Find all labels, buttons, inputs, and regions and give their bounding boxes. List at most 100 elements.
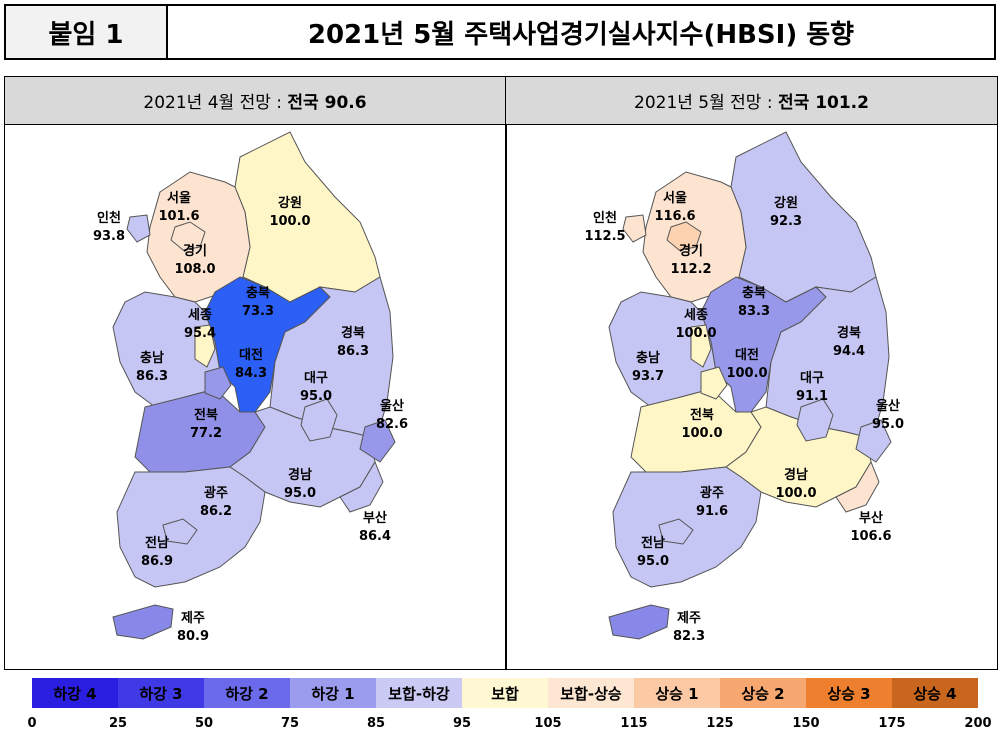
legend-tick: 75 — [280, 716, 300, 731]
region-name-gyeonggi: 경기 — [679, 243, 703, 259]
region-value-daegu: 91.1 — [796, 389, 828, 404]
legend-item: 보합 — [462, 678, 548, 708]
region-name-chungbuk: 충북 — [742, 285, 766, 301]
region-value-gyeongnam: 100.0 — [775, 486, 816, 501]
region-value-gangwon: 100.0 — [269, 214, 310, 229]
region-name-gyeongbuk: 경북 — [341, 325, 365, 341]
region-value-ulsan: 95.0 — [872, 417, 904, 432]
region-seoul — [170, 221, 206, 251]
region-name-incheon: 인천 — [97, 210, 121, 226]
region-value-chungnam: 86.3 — [136, 369, 168, 384]
region-value-jeonbuk: 77.2 — [190, 426, 222, 441]
legend-tick: 25 — [108, 716, 128, 731]
region-name-sejong: 세종 — [188, 308, 212, 323]
legend-tick: 125 — [706, 716, 734, 731]
region-name-gyeongbuk: 경북 — [837, 325, 861, 341]
region-name-busan: 부산 — [859, 510, 883, 526]
legend-tick: 175 — [878, 716, 906, 731]
region-value-gangwon: 92.3 — [770, 214, 802, 229]
legend-item: 상승 3 — [806, 678, 892, 708]
region-value-chungbuk: 83.3 — [738, 304, 770, 319]
region-name-chungnam: 충남 — [636, 350, 660, 366]
legend-tick: 150 — [792, 716, 820, 731]
region-name-sejong: 세종 — [684, 308, 708, 323]
may-prefix: 2021년 5월 전망 : — [634, 93, 773, 113]
title-bar: 붙임 1 2021년 5월 주택사업경기실사지수(HBSI) 동향 — [4, 4, 996, 60]
legend-tick: 105 — [534, 716, 562, 731]
region-busan — [835, 460, 880, 513]
maps-panel: 2021년 4월 전망 : 전국 90.6 2021년 5월 전망 : 전국 1… — [4, 76, 998, 670]
region-name-daejeon: 대전 — [735, 347, 759, 363]
region-value-jeonnam: 86.9 — [141, 554, 173, 569]
region-jeju — [608, 604, 670, 640]
region-name-daejeon: 대전 — [239, 347, 263, 363]
region-value-sejong: 95.4 — [184, 326, 216, 341]
april-national: 전국 90.6 — [287, 93, 367, 113]
region-value-incheon: 112.5 — [584, 229, 625, 244]
legend-item: 보합-상승 — [548, 678, 634, 708]
region-name-daegu: 대구 — [304, 371, 328, 386]
region-jeju — [112, 604, 174, 640]
region-gwangju — [658, 518, 694, 545]
region-value-ulsan: 82.6 — [376, 417, 408, 432]
map-april: 서울 101.6 인천 93.8 경기 108.0 강원 100.0 충북 73.3 세종 95.4 충… — [93, 131, 408, 644]
region-name-chungbuk: 충북 — [246, 285, 270, 301]
legend-tick: 50 — [194, 716, 214, 731]
legend-item: 하강 1 — [290, 678, 376, 708]
legend-ticks: 0 25 50 75 85 95 105 115 125 150 175 200 — [0, 716, 1002, 736]
legend-item: 보합-하강 — [376, 678, 462, 708]
region-value-jeju: 82.3 — [673, 629, 705, 644]
may-national: 전국 101.2 — [778, 93, 869, 113]
region-ulsan — [359, 419, 396, 463]
region-value-daejeon: 84.3 — [235, 366, 267, 381]
region-value-jeju: 80.9 — [177, 629, 209, 644]
region-daejeon — [204, 366, 232, 400]
region-value-daejeon: 100.0 — [726, 366, 767, 381]
panel-header-april: 2021년 4월 전망 : 전국 90.6 — [5, 77, 505, 125]
region-daejeon — [700, 366, 728, 400]
legend-tick: 95 — [452, 716, 472, 731]
region-value-jeonnam: 95.0 — [637, 554, 669, 569]
region-value-sejong: 100.0 — [675, 326, 716, 341]
region-daegu — [796, 398, 834, 442]
legend-tick: 200 — [964, 716, 992, 731]
region-value-gyeonggi: 108.0 — [174, 262, 215, 277]
region-name-gyeongnam: 경남 — [288, 467, 312, 483]
region-value-gwangju: 91.6 — [696, 504, 728, 519]
region-value-gwangju: 86.2 — [200, 504, 232, 519]
region-name-chungnam: 충남 — [140, 350, 164, 366]
region-name-gwangju: 광주 — [204, 486, 228, 501]
region-name-jeonnam: 전남 — [641, 535, 665, 551]
region-name-gangwon: 강원 — [774, 195, 798, 211]
region-value-busan: 86.4 — [359, 529, 391, 544]
region-incheon — [622, 214, 647, 243]
region-busan — [339, 460, 384, 513]
region-value-daegu: 95.0 — [300, 389, 332, 404]
region-value-chungnam: 93.7 — [632, 369, 664, 384]
region-name-gangwon: 강원 — [278, 195, 302, 211]
region-name-jeju: 제주 — [181, 611, 205, 626]
region-gangwon — [730, 131, 877, 303]
legend-item: 하강 2 — [204, 678, 290, 708]
region-name-jeju: 제주 — [677, 611, 701, 626]
region-value-chungbuk: 73.3 — [242, 304, 274, 319]
region-name-jeonbuk: 전북 — [690, 407, 714, 423]
legend-item: 상승 4 — [892, 678, 978, 708]
region-value-seoul: 101.6 — [158, 209, 199, 224]
region-value-jeonbuk: 100.0 — [681, 426, 722, 441]
map-may: 서울 116.6 인천 112.5 경기 112.2 강원 92.3 충북 83.3 세종 100.0… — [584, 131, 904, 644]
region-value-busan: 106.6 — [850, 529, 891, 544]
region-name-incheon: 인천 — [593, 210, 617, 226]
region-name-seoul: 서울 — [663, 190, 687, 206]
region-name-busan: 부산 — [363, 510, 387, 526]
region-name-seoul: 서울 — [167, 190, 191, 206]
region-name-gyeonggi: 경기 — [183, 243, 207, 259]
region-value-gyeongbuk: 94.4 — [833, 344, 865, 359]
region-value-gyeongnam: 95.0 — [284, 486, 316, 501]
legend-item: 상승 1 — [634, 678, 720, 708]
page-title: 2021년 5월 주택사업경기실사지수(HBSI) 동향 — [307, 19, 855, 50]
panel-header-may: 2021년 5월 전망 : 전국 101.2 — [506, 77, 997, 125]
april-prefix: 2021년 4월 전망 : — [143, 93, 283, 113]
legend-item: 하강 3 — [118, 678, 204, 708]
region-name-jeonbuk: 전북 — [194, 407, 218, 423]
